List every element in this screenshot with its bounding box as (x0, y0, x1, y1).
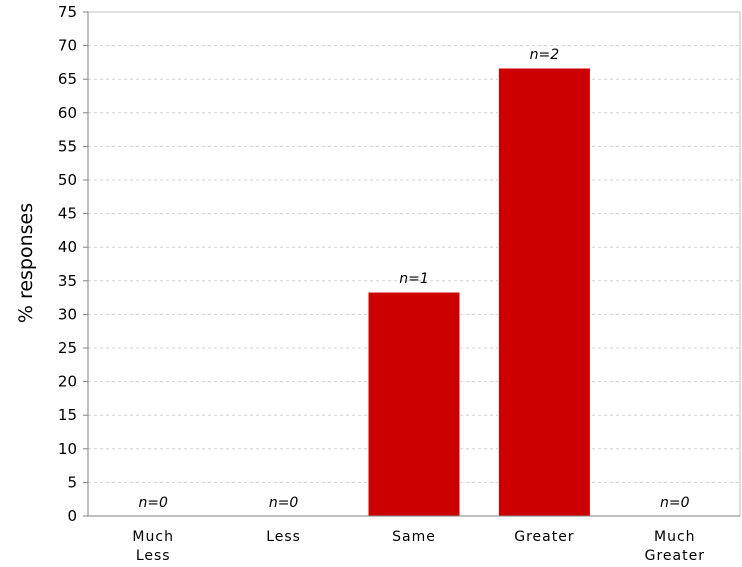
x-tick-label: Greater (514, 529, 574, 545)
y-tick-label: 0 (67, 507, 77, 525)
y-tick-label: 60 (58, 104, 77, 122)
x-tick-label: Much Greater (645, 529, 705, 564)
y-tick-label: 75 (58, 3, 77, 21)
y-tick-label: 5 (67, 473, 77, 491)
y-tick-label: 55 (58, 137, 77, 155)
y-tick-label: 70 (58, 37, 77, 55)
count-label: n=2 (530, 47, 560, 63)
y-tick-label: 45 (58, 205, 77, 223)
count-label: n=0 (269, 495, 299, 511)
labels: 0 5 10 15 20 25 30 35 40 45 50 55 60 65 70 75 n=0 Much Les… (58, 3, 705, 564)
x-tick-label: Same (392, 529, 436, 545)
count-label: n=0 (660, 495, 690, 511)
y-tick-label: 65 (58, 70, 77, 88)
y-tick-label: 40 (58, 238, 77, 256)
axes (83, 11, 741, 517)
count-label: n=1 (399, 271, 429, 287)
y-tick-label: 10 (58, 440, 77, 458)
y-tick-label: 25 (58, 339, 77, 357)
y-tick-label: 15 (58, 406, 77, 424)
bars (367, 67, 591, 517)
bar-greater (497, 67, 591, 517)
count-label: n=0 (138, 495, 168, 511)
y-tick-label: 50 (58, 171, 77, 189)
y-tick-label: 35 (58, 272, 77, 290)
x-tick-label: Less (266, 529, 301, 545)
y-tick-label: 30 (58, 305, 77, 323)
y-tick-label: 20 (58, 373, 77, 391)
bar-same (367, 291, 461, 517)
x-tick-label: Much Less (132, 529, 174, 564)
y-axis-title: % responses (15, 203, 37, 323)
